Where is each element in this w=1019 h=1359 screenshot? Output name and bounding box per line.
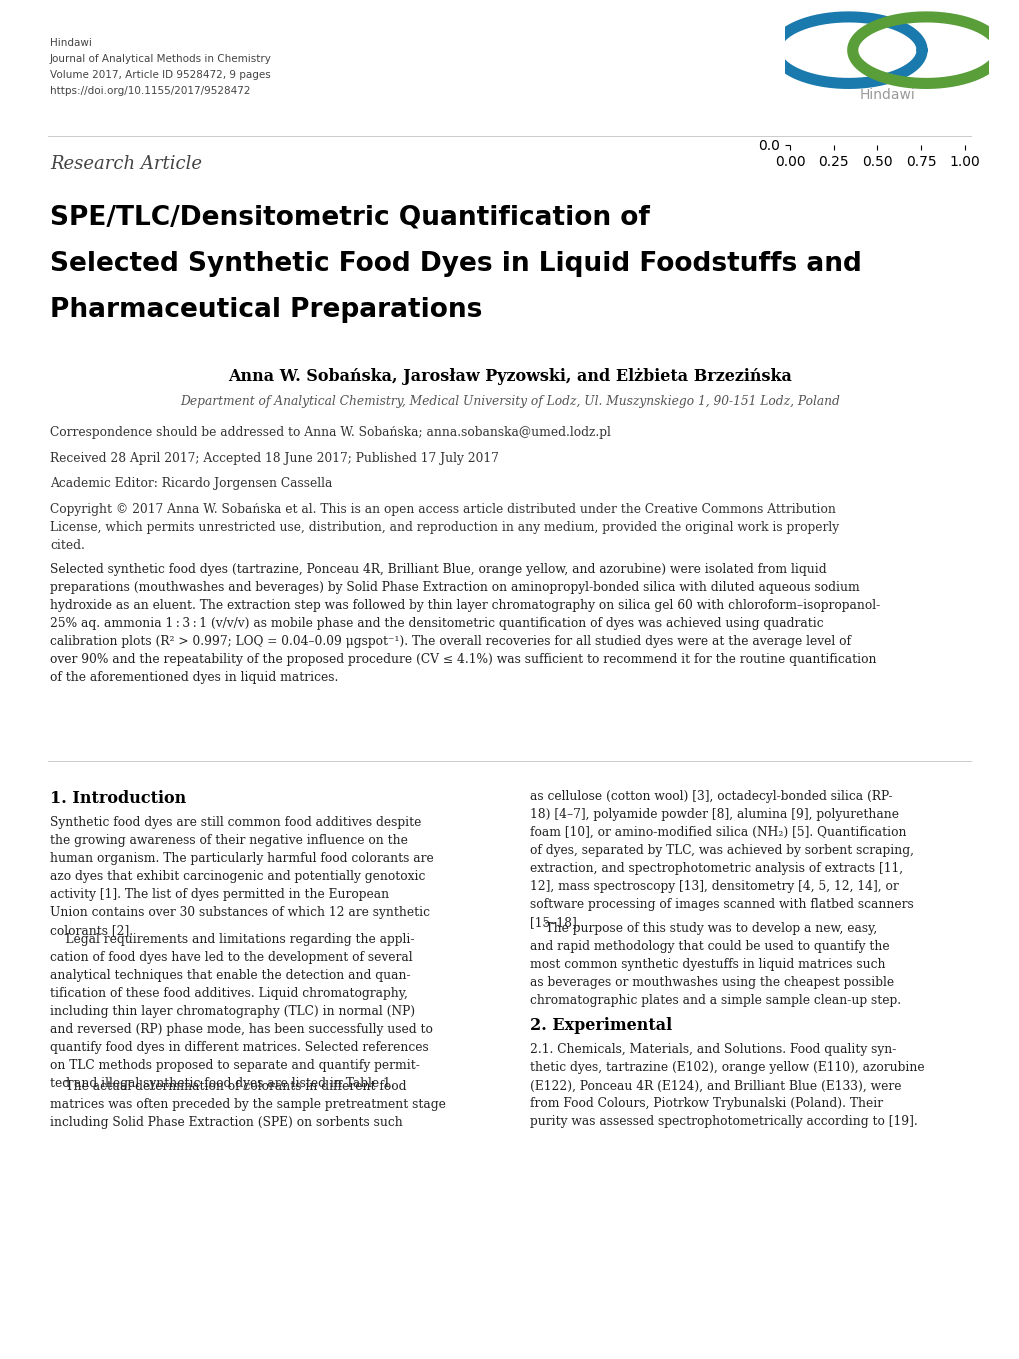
Text: Academic Editor: Ricardo Jorgensen Cassella: Academic Editor: Ricardo Jorgensen Casse… bbox=[50, 477, 332, 491]
Text: Pharmaceutical Preparations: Pharmaceutical Preparations bbox=[50, 298, 482, 323]
Text: Correspondence should be addressed to Anna W. Sobańska; anna.sobanska@umed.lodz.: Correspondence should be addressed to An… bbox=[50, 425, 610, 439]
Text: 1. Introduction: 1. Introduction bbox=[50, 790, 186, 807]
Text: https://doi.org/10.1155/2017/9528472: https://doi.org/10.1155/2017/9528472 bbox=[50, 86, 251, 96]
Text: The purpose of this study was to develop a new, easy,
and rapid methodology that: The purpose of this study was to develop… bbox=[530, 921, 900, 1007]
Text: The actual determination of colorants in different food
matrices was often prece: The actual determination of colorants in… bbox=[50, 1080, 445, 1129]
Text: Selected Synthetic Food Dyes in Liquid Foodstuffs and: Selected Synthetic Food Dyes in Liquid F… bbox=[50, 251, 861, 277]
Text: 2.1. Chemicals, Materials, and Solutions. Food quality syn-
thetic dyes, tartraz: 2.1. Chemicals, Materials, and Solutions… bbox=[530, 1044, 923, 1128]
Text: Research Article: Research Article bbox=[50, 155, 202, 173]
Text: Hindawi: Hindawi bbox=[859, 88, 914, 102]
Text: Synthetic food dyes are still common food additives despite
the growing awarenes: Synthetic food dyes are still common foo… bbox=[50, 815, 433, 936]
Text: as cellulose (cotton wool) [3], octadecyl-bonded silica (RP-
18) [4–7], polyamid: as cellulose (cotton wool) [3], octadecy… bbox=[530, 790, 913, 930]
Text: Selected synthetic food dyes (tartrazine, Ponceau 4R, Brilliant Blue, orange yel: Selected synthetic food dyes (tartrazine… bbox=[50, 563, 879, 684]
Text: SPE/TLC/Densitometric Quantification of: SPE/TLC/Densitometric Quantification of bbox=[50, 205, 649, 231]
Text: Hindawi: Hindawi bbox=[50, 38, 92, 48]
Text: Legal requirements and limitations regarding the appli-
cation of food dyes have: Legal requirements and limitations regar… bbox=[50, 932, 432, 1090]
Text: Volume 2017, Article ID 9528472, 9 pages: Volume 2017, Article ID 9528472, 9 pages bbox=[50, 71, 270, 80]
Text: Department of Analytical Chemistry, Medical University of Lodz, Ul. Muszynskiego: Department of Analytical Chemistry, Medi… bbox=[180, 395, 839, 408]
Text: Journal of Analytical Methods in Chemistry: Journal of Analytical Methods in Chemist… bbox=[50, 54, 272, 64]
Text: Received 28 April 2017; Accepted 18 June 2017; Published 17 July 2017: Received 28 April 2017; Accepted 18 June… bbox=[50, 453, 498, 465]
Text: Anna W. Sobańska, Jarosław Pyzowski, and Elżbieta Brzezińska: Anna W. Sobańska, Jarosław Pyzowski, and… bbox=[228, 368, 791, 385]
Text: Copyright © 2017 Anna W. Sobańska et al. This is an open access article distribu: Copyright © 2017 Anna W. Sobańska et al.… bbox=[50, 503, 839, 552]
Text: 2. Experimental: 2. Experimental bbox=[530, 1018, 672, 1034]
